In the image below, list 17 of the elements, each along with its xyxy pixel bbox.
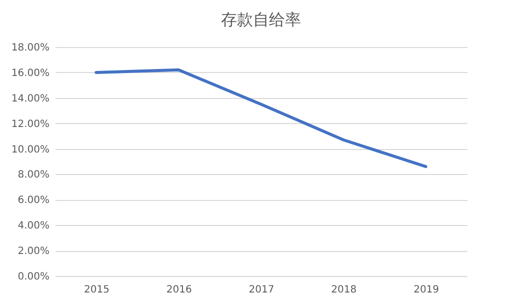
- y-tick-label: 6.00%: [18, 195, 50, 206]
- x-tick-label: 2018: [331, 284, 357, 296]
- y-tick-label: 18.00%: [11, 42, 50, 54]
- y-tick-label: 0.00%: [18, 272, 50, 282]
- line-series: [94, 68, 428, 168]
- y-tick-label: 4.00%: [18, 220, 50, 232]
- y-tick-label: 2.00%: [18, 246, 50, 258]
- y-tick-label: 14.00%: [11, 93, 50, 104]
- x-tick-label: 2016: [166, 284, 192, 296]
- y-tick-label: 10.00%: [11, 144, 50, 156]
- chart-title: 存款自给率: [221, 10, 301, 29]
- x-tick-label: 2015: [84, 284, 110, 296]
- y-tick-label: 12.00%: [11, 118, 50, 130]
- x-tick-label: 2019: [414, 284, 440, 296]
- y-tick-label: 16.00%: [11, 68, 50, 79]
- y-tick-label: 8.00%: [18, 170, 50, 181]
- x-tick-label: 2017: [248, 284, 274, 296]
